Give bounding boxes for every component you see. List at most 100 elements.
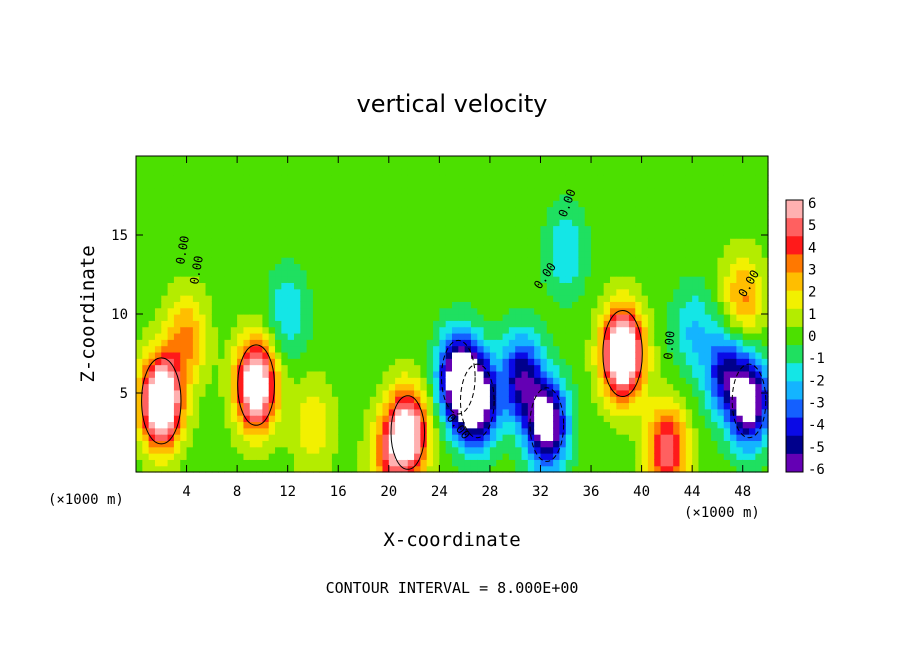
field-cell <box>414 351 421 359</box>
field-cell <box>749 212 756 220</box>
field-cell <box>679 187 687 195</box>
field-cell <box>698 415 706 423</box>
field-cell <box>761 200 769 208</box>
field-cell <box>205 408 213 416</box>
field-cell <box>584 415 592 423</box>
field-cell <box>344 383 352 391</box>
field-cell <box>287 219 295 227</box>
field-cell <box>161 238 169 246</box>
field-cell <box>268 276 276 283</box>
field-cell <box>578 345 586 353</box>
field-cell <box>742 358 750 366</box>
field-cell <box>610 231 617 239</box>
field-cell <box>142 225 150 233</box>
field-cell <box>534 206 542 214</box>
field-cell <box>736 396 744 404</box>
field-cell <box>445 427 453 435</box>
field-cell <box>527 453 535 460</box>
field-cell <box>230 244 238 252</box>
field-cell <box>711 345 719 353</box>
field-cell <box>186 459 194 467</box>
field-cell <box>553 427 561 435</box>
field-cell <box>654 370 662 378</box>
field-cell <box>559 364 567 372</box>
field-cell <box>616 162 624 170</box>
field-cell <box>180 415 188 423</box>
field-cell <box>502 162 510 170</box>
field-cell <box>452 320 459 328</box>
field-cell <box>597 282 605 290</box>
field-cell <box>641 332 649 340</box>
field-cell <box>312 332 320 340</box>
field-cell <box>698 288 706 296</box>
field-cell <box>249 383 257 391</box>
field-cell <box>704 446 712 454</box>
field-cell <box>704 314 712 321</box>
field-cell <box>161 314 169 321</box>
field-cell <box>565 187 573 195</box>
field-cell <box>534 276 542 283</box>
field-cell <box>262 193 270 201</box>
field-cell <box>350 168 358 176</box>
field-cell <box>572 408 579 416</box>
field-cell <box>376 440 384 448</box>
field-cell <box>192 415 200 423</box>
field-cell <box>502 446 510 454</box>
field-cell <box>711 244 719 252</box>
field-cell <box>622 440 630 448</box>
field-cell <box>148 225 156 233</box>
field-cell <box>717 345 725 353</box>
field-cell <box>224 307 232 315</box>
field-cell <box>230 225 238 233</box>
field-cell <box>395 453 403 460</box>
field-cell <box>755 358 763 366</box>
field-cell <box>578 193 586 201</box>
field-cell <box>616 301 624 309</box>
field-cell <box>173 187 181 195</box>
field-cell <box>414 446 421 454</box>
field-cell <box>723 351 731 359</box>
field-cell <box>597 339 605 347</box>
field-cell <box>161 162 169 170</box>
field-cell <box>603 193 611 201</box>
field-cell <box>584 168 592 176</box>
field-cell <box>654 446 662 454</box>
field-cell <box>679 415 687 423</box>
field-cell <box>180 174 188 182</box>
field-cell <box>426 174 434 182</box>
field-cell <box>635 263 643 271</box>
field-cell <box>654 377 662 385</box>
field-cell <box>173 282 181 290</box>
field-cell <box>161 434 169 441</box>
field-cell <box>458 332 466 340</box>
field-cell <box>591 446 598 454</box>
field-cell <box>578 383 586 391</box>
field-cell <box>275 200 282 208</box>
field-cell <box>572 212 579 220</box>
field-cell <box>192 396 200 404</box>
field-cell <box>553 276 561 283</box>
field-cell <box>761 206 769 214</box>
field-cell <box>300 168 308 176</box>
field-cell <box>300 174 308 182</box>
field-cell <box>464 156 472 163</box>
field-cell <box>211 351 219 359</box>
field-cell <box>736 320 744 328</box>
field-cell <box>559 200 567 208</box>
field-cell <box>685 156 693 163</box>
field-cell <box>527 320 535 328</box>
field-cell <box>211 231 219 239</box>
field-cell <box>641 162 649 170</box>
field-cell <box>136 206 143 214</box>
field-cell <box>287 351 295 359</box>
field-cell <box>679 364 687 372</box>
field-cell <box>654 212 662 220</box>
field-cell <box>736 446 744 454</box>
field-cell <box>281 231 289 239</box>
field-cell <box>452 238 459 246</box>
field-cell <box>382 358 390 366</box>
field-cell <box>685 314 693 321</box>
field-cell <box>420 364 428 372</box>
field-cell <box>723 257 731 265</box>
field-cell <box>641 307 649 315</box>
